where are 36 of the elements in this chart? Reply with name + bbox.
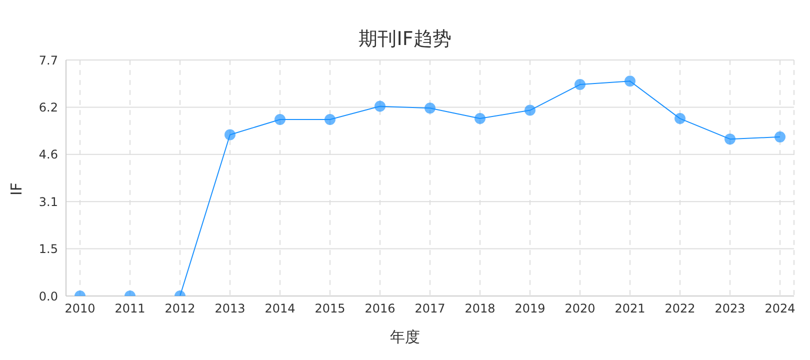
y-tick-label: 3.1: [38, 194, 58, 209]
x-axis-title: 年度: [389, 328, 421, 347]
y-axis-title: IF: [8, 182, 26, 196]
x-tick-label: 2019: [514, 302, 546, 316]
point: [324, 114, 336, 125]
y-tick-label: 1.5: [38, 242, 58, 256]
chart-title: 期刊IF趋势: [358, 27, 452, 52]
y-tick-label: 6.2: [38, 100, 58, 114]
x-tick-label: 2015: [314, 302, 346, 316]
x-tick-label: 2022: [664, 302, 696, 316]
y-tick-label: 7.7: [38, 53, 58, 68]
x-tick-label: 2021: [614, 302, 646, 316]
x-tick-label: 2010: [64, 302, 96, 316]
x-tick-label: 2016: [364, 302, 396, 316]
x-tick-label: 2024: [764, 302, 796, 316]
point: [624, 76, 636, 87]
x-tick-label: 2020: [564, 302, 596, 316]
x-tick-label: 2013: [214, 302, 246, 316]
x-tick-label: 2017: [414, 302, 446, 316]
y-tick-label: 4.6: [38, 148, 58, 162]
x-tick-label: 2014: [264, 302, 296, 316]
point: [724, 134, 736, 145]
point: [524, 104, 536, 116]
point: [474, 113, 486, 124]
x-tick-label: 2018: [464, 302, 496, 316]
y-tick-label: 0.0: [38, 289, 58, 304]
x-tick-label: 2012: [164, 302, 196, 316]
point: [274, 114, 286, 125]
x-tick-label: 2023: [714, 302, 746, 316]
point: [224, 129, 236, 140]
point: [774, 131, 786, 142]
x-tick-label: 2011: [114, 302, 146, 316]
point: [574, 79, 586, 90]
point: [374, 100, 386, 112]
point: [424, 102, 436, 114]
point: [674, 113, 686, 124]
